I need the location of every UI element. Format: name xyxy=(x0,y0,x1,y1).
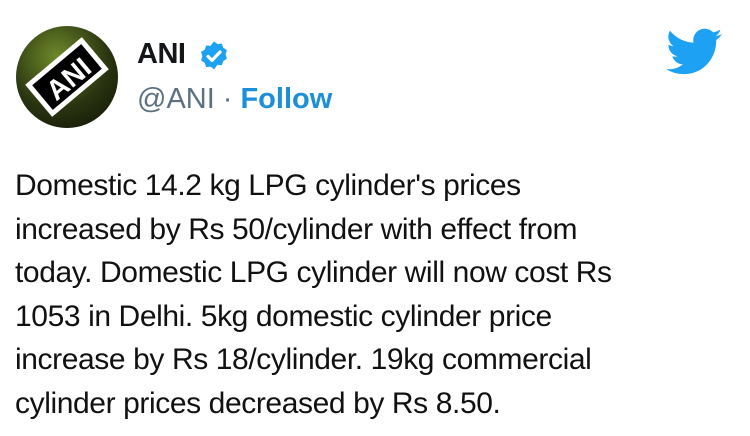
verified-badge-icon xyxy=(201,41,227,70)
tweet-line: Domestic 14.2 kg LPG cylinder's prices xyxy=(15,169,521,202)
account-handle[interactable]: @ANI xyxy=(137,83,215,115)
tweet-line: cylinder prices decreased by Rs 8.50. xyxy=(15,386,501,420)
twitter-bird-icon[interactable] xyxy=(666,28,722,76)
tweet-text: Domestic 14.2 kg LPG cylinder's prices i… xyxy=(15,164,612,425)
ani-logo: ANI xyxy=(25,37,109,117)
follow-button[interactable]: Follow xyxy=(240,83,333,115)
tweet-line: increased by Rs 50/cylinder with effect … xyxy=(15,212,578,246)
tweet-line: 1053 in Delhi. 5kg domestic cylinder pri… xyxy=(15,299,552,333)
tweet-line: today. Domestic LPG cylinder will now co… xyxy=(15,256,612,289)
account-name[interactable]: ANI xyxy=(137,38,186,70)
account-handle-row: @ANI · Follow xyxy=(137,83,332,116)
tweet-line: increase by Rs 18/cylinder. 19kg commerc… xyxy=(15,343,592,376)
avatar[interactable]: ANI xyxy=(16,26,118,128)
separator: · xyxy=(222,83,233,115)
